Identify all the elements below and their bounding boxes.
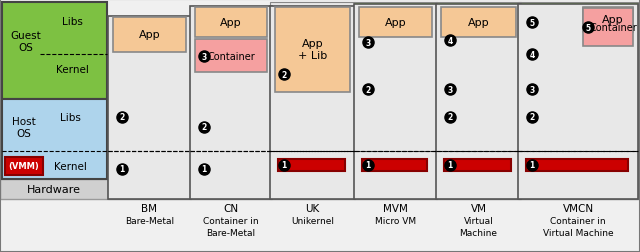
Text: Virtual: Virtual <box>463 217 493 226</box>
Bar <box>518 179 638 199</box>
Bar <box>359 8 432 38</box>
Text: 3: 3 <box>529 85 534 94</box>
Bar <box>190 179 272 199</box>
Bar <box>2 3 107 100</box>
Bar <box>270 179 355 199</box>
Bar <box>441 8 516 38</box>
Bar <box>583 8 633 33</box>
Text: App: App <box>220 18 242 28</box>
Bar <box>108 179 191 199</box>
Text: CN: CN <box>223 203 239 213</box>
Bar <box>518 5 638 199</box>
Text: 3: 3 <box>365 38 371 47</box>
Bar <box>518 100 638 179</box>
Text: 2: 2 <box>447 113 452 122</box>
Text: 1: 1 <box>282 161 287 170</box>
Bar <box>444 159 511 171</box>
Text: 2: 2 <box>120 113 125 122</box>
Bar <box>583 9 633 47</box>
Text: Libs: Libs <box>60 113 81 122</box>
Text: Container in: Container in <box>550 217 606 226</box>
Text: 3: 3 <box>447 85 452 94</box>
Bar <box>354 5 437 199</box>
Bar <box>436 100 521 179</box>
Text: Kernel: Kernel <box>54 161 86 171</box>
Text: App: App <box>602 15 624 25</box>
Text: 5: 5 <box>529 18 534 27</box>
Text: BM: BM <box>141 203 157 213</box>
Bar <box>354 100 437 179</box>
Text: MVM: MVM <box>383 203 408 213</box>
Text: Unikernel: Unikernel <box>291 217 334 226</box>
Bar <box>108 100 191 179</box>
Bar <box>518 3 638 100</box>
Bar <box>195 40 267 73</box>
Bar <box>270 7 355 199</box>
Text: 2: 2 <box>529 113 534 122</box>
Text: Host
OS: Host OS <box>12 117 36 138</box>
Bar <box>526 159 628 171</box>
Text: App: App <box>139 30 160 40</box>
Text: 1: 1 <box>365 161 371 170</box>
Text: 3: 3 <box>202 52 207 61</box>
Bar <box>354 3 437 100</box>
Text: 1: 1 <box>447 161 452 170</box>
Text: Hardware: Hardware <box>27 184 81 194</box>
Text: Libs: Libs <box>61 17 83 27</box>
Text: Bare-Metal: Bare-Metal <box>125 217 174 226</box>
Text: 4: 4 <box>447 36 452 45</box>
Text: 2: 2 <box>282 70 287 79</box>
Text: 2: 2 <box>365 85 371 94</box>
Text: (VMM): (VMM) <box>8 162 40 171</box>
Text: 2: 2 <box>202 123 207 132</box>
Bar <box>190 100 272 179</box>
Text: 1: 1 <box>529 161 534 170</box>
Text: 1: 1 <box>120 165 125 174</box>
Text: Container: Container <box>589 23 637 33</box>
Text: Container in: Container in <box>203 217 259 226</box>
Bar <box>354 179 437 199</box>
Text: UK: UK <box>305 203 319 213</box>
Bar <box>436 3 521 100</box>
Text: Guest
OS: Guest OS <box>11 31 42 53</box>
Bar <box>270 3 355 100</box>
Text: VMCN: VMCN <box>563 203 593 213</box>
Bar <box>436 5 521 199</box>
Bar <box>190 7 272 199</box>
Text: Kernel: Kernel <box>56 65 88 75</box>
Text: App
+ Lib: App + Lib <box>298 39 327 60</box>
Bar <box>113 18 186 53</box>
Text: Container: Container <box>207 52 255 62</box>
Bar <box>108 17 191 199</box>
Text: 5: 5 <box>586 23 591 32</box>
Text: App: App <box>468 18 490 28</box>
Bar <box>195 8 267 38</box>
Bar <box>362 159 427 171</box>
Text: App: App <box>385 18 406 28</box>
Bar <box>270 100 355 179</box>
Text: VM: VM <box>470 203 486 213</box>
Text: Virtual Machine: Virtual Machine <box>543 229 613 238</box>
Text: Machine: Machine <box>460 229 497 238</box>
Bar <box>436 179 521 199</box>
Bar <box>278 159 345 171</box>
Bar <box>0 179 640 199</box>
Bar <box>275 8 350 93</box>
Text: Micro VM: Micro VM <box>375 217 416 226</box>
Text: Bare-Metal: Bare-Metal <box>207 229 255 238</box>
Bar <box>2 100 107 179</box>
Text: 1: 1 <box>202 165 207 174</box>
Bar <box>5 158 43 175</box>
Text: 4: 4 <box>529 50 534 59</box>
